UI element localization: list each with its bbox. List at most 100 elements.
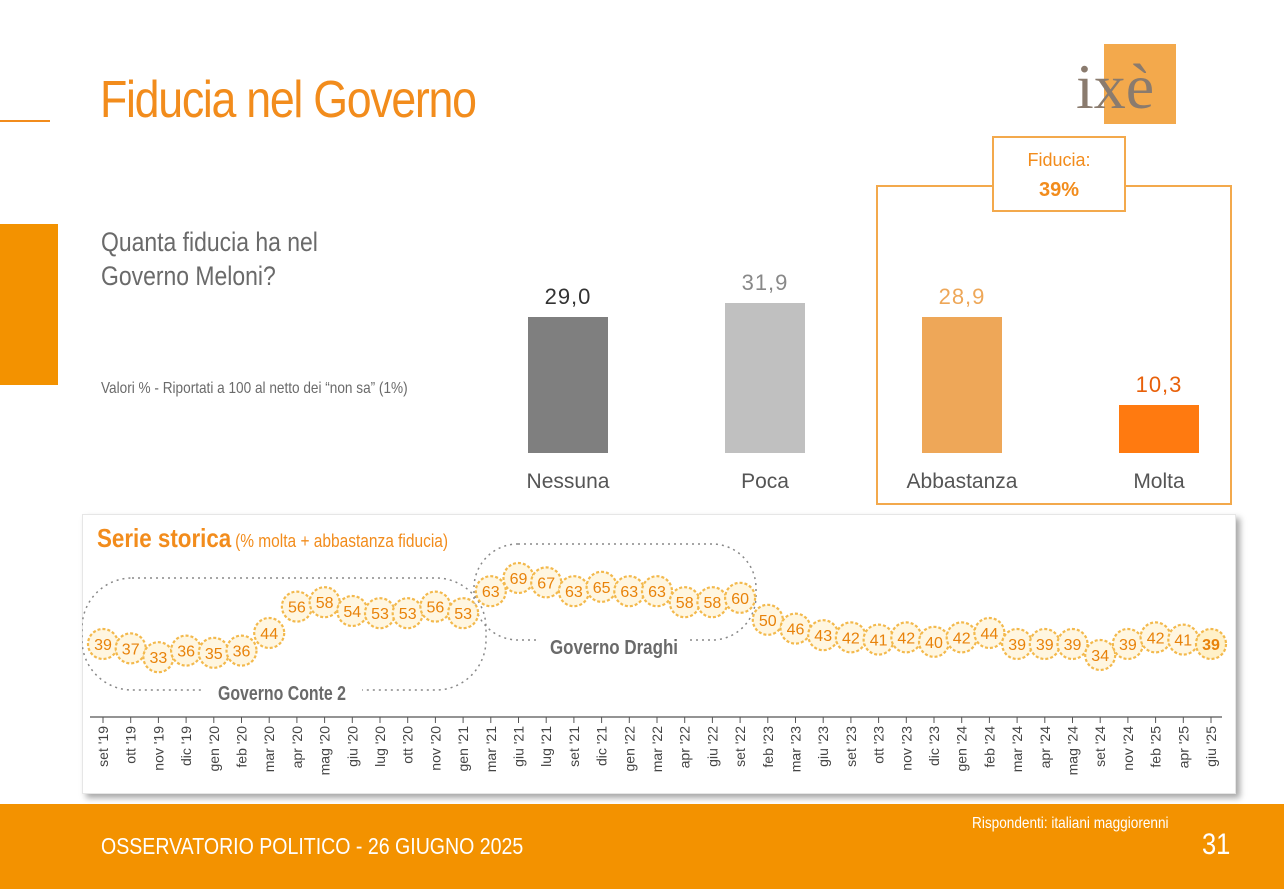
x-tick-label: set '21 [566,726,582,767]
point-marker [253,616,286,650]
series-point: 39 [1194,627,1228,661]
values-note: Valori % - Riportati a 100 al netto dei … [101,380,408,397]
point-value-label: 58 [316,595,334,612]
series-point: 56 [419,590,452,623]
series-point: 63 [640,575,674,608]
x-tick-label: apr '22 [677,726,693,769]
series-point: 58 [668,586,701,619]
page-number: 31 [1202,828,1231,861]
point-value-label: 39 [1119,637,1137,654]
point-value-label: 39 [1064,637,1082,654]
series-point: 41 [862,623,895,656]
x-tick-label: mag '24 [1065,726,1081,776]
x-tick-label: dic '19 [178,726,194,766]
bar-poca [725,303,805,453]
point-marker [779,612,812,645]
point-value-label: 56 [427,600,445,617]
x-tick-label: mar '21 [483,726,499,772]
x-tick-label: apr '24 [1037,726,1053,769]
series-point: 50 [751,603,784,636]
x-tick-label: ott '20 [400,726,416,764]
x-tick-label: giu '20 [344,726,360,767]
x-tick-label: ott '23 [871,726,887,764]
question-text: Quanta fiducia ha nel Governo Meloni? [101,225,318,293]
x-tick-label: mar '23 [788,726,804,772]
series-point: 63 [613,575,646,608]
series-point: 69 [502,561,535,595]
series-point: 63 [474,575,507,608]
point-marker [723,581,757,614]
x-tick-label: mar '24 [1009,726,1025,772]
x-tick-label: apr '20 [289,726,305,769]
fiducia-summary-box: Fiducia: 39% [992,136,1126,212]
governo-draghi-bracket [473,543,757,641]
point-value-label: 67 [537,575,555,592]
series-point: 39 [86,627,120,661]
point-value-label: 39 [1036,637,1054,654]
point-marker [225,634,258,667]
point-value-label: 36 [233,644,251,661]
point-value-label: 42 [1147,630,1165,647]
point-value-label: 53 [454,606,472,623]
point-value-label: 53 [371,606,389,623]
x-tick-label: giu '22 [704,726,720,767]
point-value-label: 39 [1008,637,1026,654]
point-value-label: 53 [399,606,417,623]
x-tick-label: gen '21 [455,726,471,772]
x-tick-label: feb '24 [981,726,997,768]
x-tick-label: giu '25 [1203,726,1219,767]
bar-nessuna [528,316,608,453]
x-tick-label: giu '21 [511,726,527,767]
series-point: 39 [1028,627,1061,661]
point-value-label: 34 [1091,648,1109,665]
point-value-label: 54 [343,604,361,621]
point-value-label: 63 [482,584,500,601]
series-point: 53 [363,597,397,630]
point-value-label: 63 [565,584,583,601]
historical-series-title: Serie storica (% molta + abbastanza fidu… [97,523,448,554]
series-point: 56 [280,590,313,623]
point-marker [1167,623,1200,656]
x-tick-label: lug '21 [538,726,554,767]
point-value-label: 42 [897,630,915,647]
governo-draghi-label: Governo Draghi [550,637,678,659]
point-value-label: 37 [122,641,140,658]
point-marker [862,623,895,656]
series-point: 37 [114,632,147,665]
series-point: 53 [447,597,480,630]
point-marker [474,575,507,608]
series-point: 40 [917,625,951,658]
footer-event: OSSERVATORIO POLITICO - 26 GIUGNO 2025 [101,833,524,859]
ixe-logo: ixè [1074,44,1176,126]
x-tick-label: feb '20 [234,726,250,768]
page-title: Fiducia nel Governo [100,71,477,129]
series-point: 42 [834,621,868,654]
series-point: 39 [1000,627,1034,661]
x-tick-label: nov '24 [1120,726,1136,771]
point-value-label: 44 [260,626,278,643]
x-tick-label: set '24 [1092,726,1108,767]
series-point: 36 [225,634,258,667]
series-point: 42 [945,621,978,654]
series-point: 42 [1139,621,1172,654]
point-value-label: 43 [814,628,832,645]
point-value-label: 58 [704,595,722,612]
x-tick-label: set '23 [843,726,859,767]
x-tick-label: ott '19 [123,726,139,764]
series-subtitle: (% molta + abbastanza fiducia) [235,531,449,551]
x-tick-label: dic '21 [594,726,610,766]
x-tick-label: gen '24 [954,726,970,772]
series-point: 58 [696,586,729,619]
point-value-label: 35 [205,646,223,663]
fiducia-value: 39% [1038,179,1080,201]
point-value-label: 40 [925,635,943,652]
governo-conte-2-label: Governo Conte 2 [218,683,346,705]
x-tick-label: gen '22 [621,726,637,772]
x-tick-label: apr '25 [1175,726,1191,769]
point-value-label: 46 [787,622,805,639]
bar-value-label: 31,9 [741,270,789,296]
point-value-label: 33 [150,650,168,667]
footer-bar [0,804,1284,889]
point-marker [1194,627,1228,661]
x-tick-label: nov '23 [898,726,914,771]
